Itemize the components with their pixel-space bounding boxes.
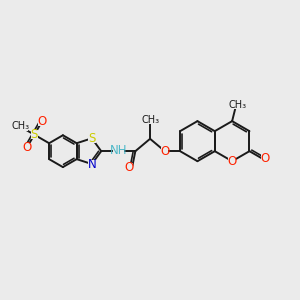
FancyBboxPatch shape — [88, 134, 95, 143]
Text: N: N — [88, 158, 96, 171]
Text: O: O — [260, 152, 270, 165]
Text: O: O — [37, 116, 46, 128]
FancyBboxPatch shape — [228, 158, 236, 166]
FancyBboxPatch shape — [142, 116, 158, 124]
FancyBboxPatch shape — [13, 122, 28, 130]
FancyBboxPatch shape — [31, 130, 38, 139]
Text: O: O — [160, 145, 170, 158]
FancyBboxPatch shape — [161, 147, 169, 156]
Text: O: O — [22, 141, 32, 154]
Text: CH₃: CH₃ — [141, 115, 159, 125]
Text: CH₃: CH₃ — [12, 121, 30, 131]
FancyBboxPatch shape — [38, 118, 45, 126]
Text: S: S — [31, 128, 38, 141]
Text: O: O — [227, 155, 237, 168]
FancyBboxPatch shape — [230, 100, 245, 109]
FancyBboxPatch shape — [262, 154, 269, 163]
Text: O: O — [125, 160, 134, 174]
Text: CH₃: CH₃ — [229, 100, 247, 110]
Text: NH: NH — [110, 144, 127, 157]
FancyBboxPatch shape — [88, 160, 95, 169]
FancyBboxPatch shape — [113, 146, 124, 155]
FancyBboxPatch shape — [126, 163, 133, 172]
FancyBboxPatch shape — [23, 143, 31, 152]
Text: S: S — [88, 132, 95, 145]
